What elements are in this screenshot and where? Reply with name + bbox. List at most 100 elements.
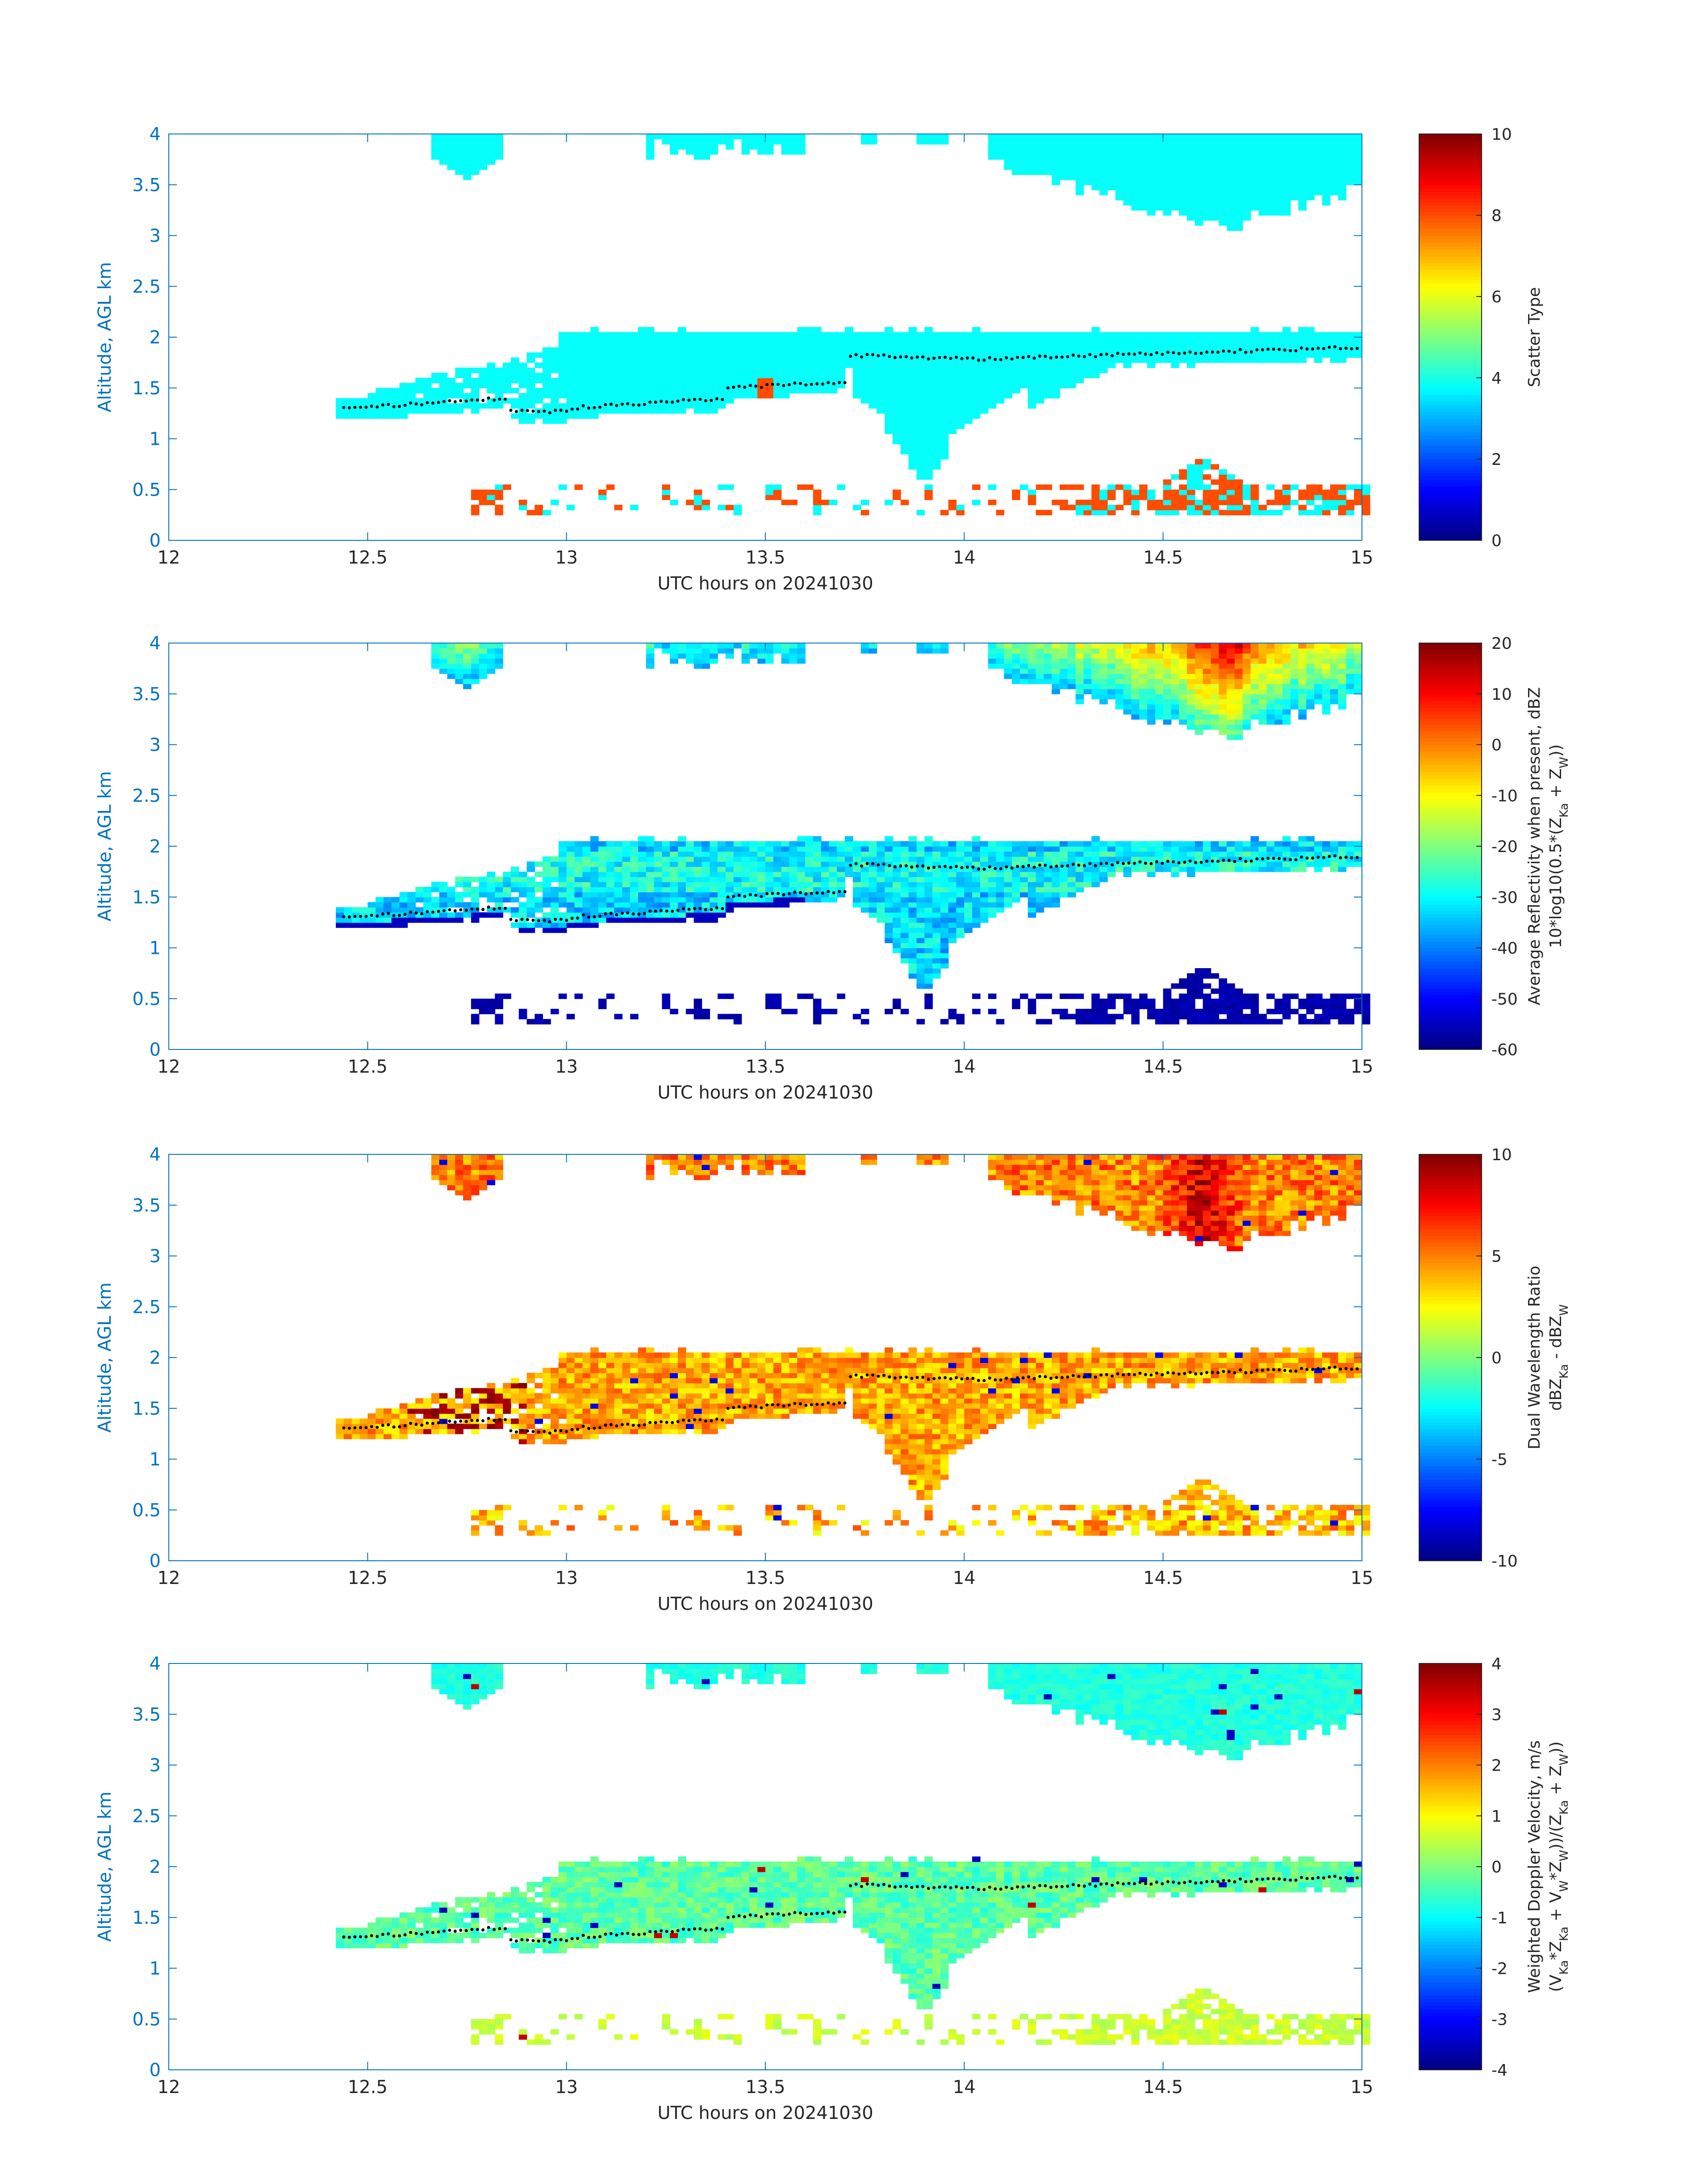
heatmap-cell [757,871,766,877]
heatmap-cell [1107,668,1116,674]
heatmap-cell [1107,851,1116,857]
heatmap-cell [940,423,949,429]
heatmap-cell [893,413,901,419]
heatmap-cell [813,500,822,506]
heatmap-cell [1250,205,1259,211]
cloud-base-dot [1266,347,1270,351]
heatmap-cell [1075,368,1084,373]
heatmap-cell [972,368,981,373]
heatmap-cell [1330,169,1339,175]
heatmap-cell [1235,159,1243,165]
heatmap-cell [1266,164,1275,170]
heatmap-cell [1298,505,1307,510]
heatmap-cell [1163,1003,1172,1009]
heatmap-cell [1123,1003,1132,1009]
heatmap-cell [630,902,639,908]
heatmap-cell [479,494,488,500]
colorbar-segment [1419,239,1482,243]
heatmap-cell [1179,714,1187,720]
heatmap-cell [1020,663,1028,669]
heatmap-cell [932,418,941,424]
heatmap-cell [646,897,655,903]
heatmap-cell [1123,643,1132,649]
heatmap-cell [1330,139,1339,145]
heatmap-cell [1338,175,1347,180]
heatmap-cell [367,398,376,404]
heatmap-cell [558,866,567,872]
heatmap-cell [447,164,456,170]
heatmap-cell [1004,159,1012,165]
heatmap-cell [1027,378,1036,384]
cloud-base-dot [1272,347,1275,351]
heatmap-cell [1155,342,1164,348]
heatmap-cell [813,368,822,373]
heatmap-cell [852,887,861,893]
colorbar-segment [1419,371,1482,375]
heatmap-cell [1091,684,1100,689]
heatmap-cell [1163,668,1172,674]
heatmap-cell [924,958,933,964]
cloud-base-dot [347,406,351,409]
heatmap-cell [1314,169,1323,175]
heatmap-cell [773,393,782,399]
heatmap-cell [885,403,893,409]
heatmap-cell [710,342,718,348]
heatmap-cell [805,887,814,893]
heatmap-cell [1027,393,1036,399]
heatmap-cell [630,357,639,363]
cloud-base-dot [994,358,997,361]
cloud-base-dot [748,384,752,387]
heatmap-cell [1052,892,1060,898]
heatmap-cell [765,658,774,664]
heatmap-cell [1012,658,1020,664]
heatmap-cell [1091,658,1100,664]
heatmap-cell [1179,1003,1187,1009]
heatmap-cell [1194,856,1203,862]
heatmap-cell [1155,709,1164,715]
heatmap-cell [1211,180,1219,185]
heatmap-cell [1115,144,1124,150]
heatmap-cell [1115,195,1124,201]
cloud-base-dot [581,404,585,408]
heatmap-cell [558,856,567,862]
heatmap-cell [590,866,599,872]
heatmap-cell [1211,704,1219,710]
cloud-base-dot [1294,349,1298,352]
heatmap-cell [837,484,845,490]
heatmap-cell [1163,210,1172,216]
heatmap-cell [606,841,615,847]
colorbar-segment [1419,466,1482,470]
heatmap-cell [646,882,655,887]
heatmap-cell [845,327,853,333]
cloud-base-dot [971,356,975,360]
heatmap-cell [924,836,933,842]
heatmap-cell [1036,337,1044,343]
heatmap-cell [543,510,551,515]
heatmap-cell [693,887,702,893]
heatmap-cell [1115,332,1124,338]
heatmap-cell [1123,694,1132,699]
heatmap-cell [1219,337,1227,343]
heatmap-cell [1163,164,1172,170]
colorbar-segment [1419,496,1482,500]
heatmap-cell [670,408,678,414]
heatmap-cell [670,846,678,852]
heatmap-cell [638,902,647,908]
heatmap-cell [566,877,575,882]
heatmap-cell [431,663,440,669]
heatmap-cell [1179,175,1187,180]
heatmap-cell [964,841,973,847]
heatmap-cell [893,912,901,918]
heatmap-cell [964,887,973,893]
heatmap-cell [1147,154,1156,160]
heatmap-cell [1227,342,1235,348]
heatmap-cell [1027,841,1036,847]
heatmap-cell [924,983,933,989]
heatmap-cell [988,648,997,654]
heatmap-cell [932,423,941,429]
heatmap-cell [813,372,822,378]
heatmap-cell [598,861,607,867]
heatmap-cell [940,851,949,857]
heatmap-cell [1131,678,1140,684]
heatmap-cell [693,658,702,664]
